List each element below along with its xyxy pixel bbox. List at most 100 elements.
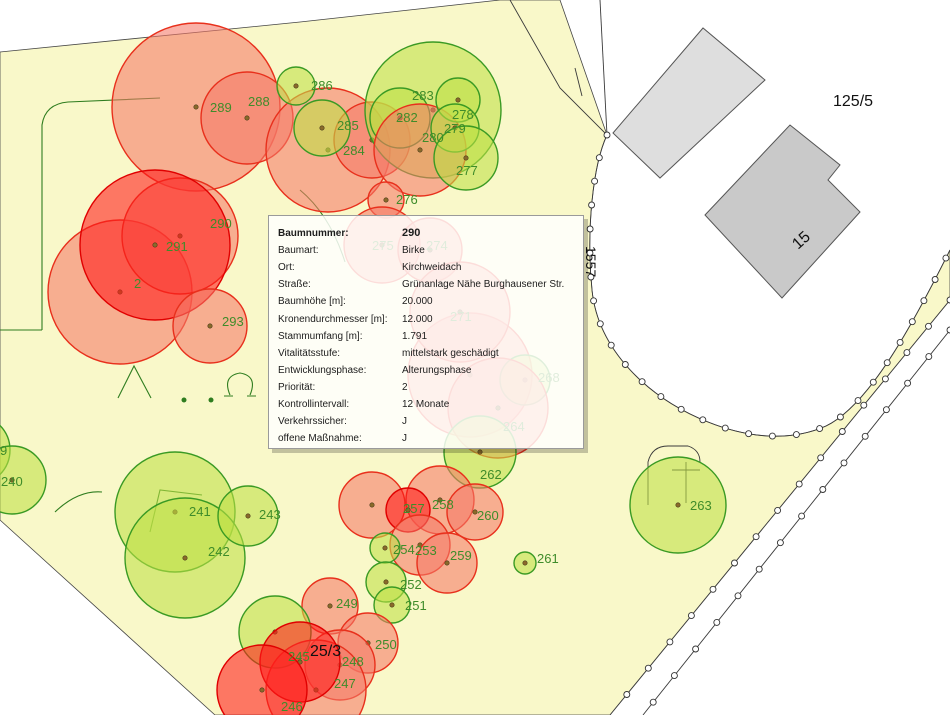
tree-crown-240[interactable] [0, 445, 47, 515]
building-outline[interactable] [612, 27, 766, 179]
tooltip-row: Ort: Kirchweidach [269, 259, 583, 276]
fence-post-icon [861, 432, 869, 440]
fence-post-icon [607, 341, 615, 349]
tree-trunk-marker-icon[interactable] [455, 97, 461, 103]
tree-trunk-marker-icon[interactable] [293, 83, 299, 89]
fence-posts [586, 131, 950, 706]
fence-post-icon [881, 375, 889, 383]
fence-post-icon [925, 322, 932, 330]
tooltip-label: Baumart: [278, 245, 319, 257]
tree-trunk-marker-icon[interactable] [193, 104, 199, 110]
fence-post-icon [883, 359, 891, 367]
tree-trunk-marker-icon[interactable] [383, 197, 389, 203]
fence-post-icon [755, 565, 763, 573]
tree-trunk-marker-icon[interactable] [383, 579, 389, 585]
tree-number-label: 276 [396, 192, 418, 207]
fence-post-icon [942, 254, 950, 262]
tree-trunk-marker-icon[interactable] [382, 545, 388, 551]
fence-post-icon [816, 425, 824, 433]
fence-post-icon [836, 413, 844, 421]
tree-number-label: 245 [288, 649, 310, 664]
tree-trunk-marker-icon[interactable] [389, 602, 395, 608]
parcel-boundary-line [509, 0, 608, 136]
tree-trunk-marker-icon[interactable] [319, 125, 325, 131]
tree-number-label: 2 [134, 276, 141, 291]
fence-post-icon [745, 430, 753, 438]
tree-number-label: 257 [403, 501, 425, 516]
building-outline[interactable] [704, 124, 861, 299]
tooltip-label: Ort: [278, 262, 295, 274]
tree-number-label: 291 [166, 239, 188, 254]
fence-post-icon [699, 416, 707, 424]
tree-trunk-marker-icon[interactable] [9, 477, 15, 483]
fence-post-icon [920, 297, 928, 305]
fence-post-icon [588, 201, 596, 209]
fence-post-icon [638, 378, 646, 386]
tree-number-label: 263 [690, 498, 712, 513]
tree-trunk-marker-icon[interactable] [444, 560, 450, 566]
fence-post-icon [776, 539, 784, 547]
parcel-boundary-line [599, 0, 608, 136]
fence-post-icon [590, 297, 598, 305]
fence-post-icon [752, 533, 760, 541]
tree-number-label: 284 [343, 143, 365, 158]
tree-trunk-marker-icon[interactable] [245, 513, 251, 519]
tree-trunk-marker-icon[interactable] [477, 449, 483, 455]
tooltip-row: Priorität: 2 [269, 379, 583, 396]
fence-post-icon [595, 154, 603, 162]
tree-number-label: 277 [456, 163, 478, 178]
tooltip-row: Kronendurchmesser [m]: 12.000 [269, 311, 583, 328]
tooltip-row: Verkehrssicher: J [269, 413, 583, 430]
tree-trunk-marker-icon[interactable] [182, 555, 188, 561]
tooltip-value: 2 [402, 381, 408, 393]
tooltip-row: offene Maßnahme: J [269, 430, 583, 447]
tree-trunk-marker-icon[interactable] [259, 687, 265, 693]
tree-number-label: 243 [259, 507, 281, 522]
fence-post-icon [677, 405, 685, 413]
fence-post-icon [946, 296, 950, 304]
tree-trunk-marker-icon[interactable] [405, 507, 411, 513]
fence-post-icon [908, 318, 916, 326]
fence-post-icon [644, 664, 652, 672]
tree-number-label: 253 [415, 543, 437, 558]
tree-number-label: 247 [334, 676, 356, 691]
tree-number-label: 285 [337, 118, 359, 133]
fence-post-icon [903, 349, 911, 357]
tree-trunk-marker-icon[interactable] [675, 502, 681, 508]
tree-crown-246[interactable] [216, 644, 308, 715]
fence-post-icon [838, 428, 846, 435]
tree-trunk-marker-icon[interactable] [522, 560, 528, 566]
tree-number-label: 254 [393, 542, 415, 557]
tooltip-label: Kronendurchmesser [m]: [278, 313, 388, 325]
fence-post-icon [709, 585, 717, 593]
parcel-number-label: 125/5 [833, 93, 873, 110]
tree-number-label: 251 [405, 598, 427, 613]
tree-trunk-marker-icon[interactable] [327, 603, 333, 609]
tooltip-label: Entwicklungsphase: [278, 364, 367, 376]
tree-trunk-marker-icon[interactable] [207, 323, 213, 329]
tooltip-value: 12 Monate [402, 399, 450, 410]
tree-number-label: 283 [412, 88, 434, 103]
tree-number-label: 290 [210, 216, 232, 231]
fence-post-icon [621, 361, 629, 368]
tree-number-label: 259 [450, 548, 472, 563]
tree-trunk-marker-icon[interactable] [472, 509, 478, 515]
fence-post-icon [882, 406, 890, 414]
tooltip-label: Priorität: [278, 381, 316, 393]
tree-trunk-marker-icon[interactable] [437, 497, 443, 503]
tree-trunk-marker-icon[interactable] [244, 115, 250, 121]
tree-trunk-marker-icon[interactable] [417, 147, 423, 153]
tree-info-tooltip: Baumnummer: 290 Baumart: Birke Ort: Kirc… [268, 215, 584, 449]
tree-number-label: 293 [222, 314, 244, 329]
fence-post-icon [931, 276, 939, 283]
tree-trunk-marker-icon[interactable] [152, 242, 158, 248]
fence-post-icon [817, 454, 825, 462]
tree-number-label: 246 [281, 699, 303, 714]
tree-trunk-marker-icon[interactable] [463, 155, 469, 161]
tooltip-value: Grünanlage Nähe Burghausener Str. [402, 279, 565, 291]
fence-post-icon [587, 273, 595, 281]
fence-post-icon [721, 424, 729, 432]
tree-trunk-marker-icon[interactable] [369, 502, 375, 508]
tooltip-label: Baumhöhe [m]: [278, 296, 346, 308]
